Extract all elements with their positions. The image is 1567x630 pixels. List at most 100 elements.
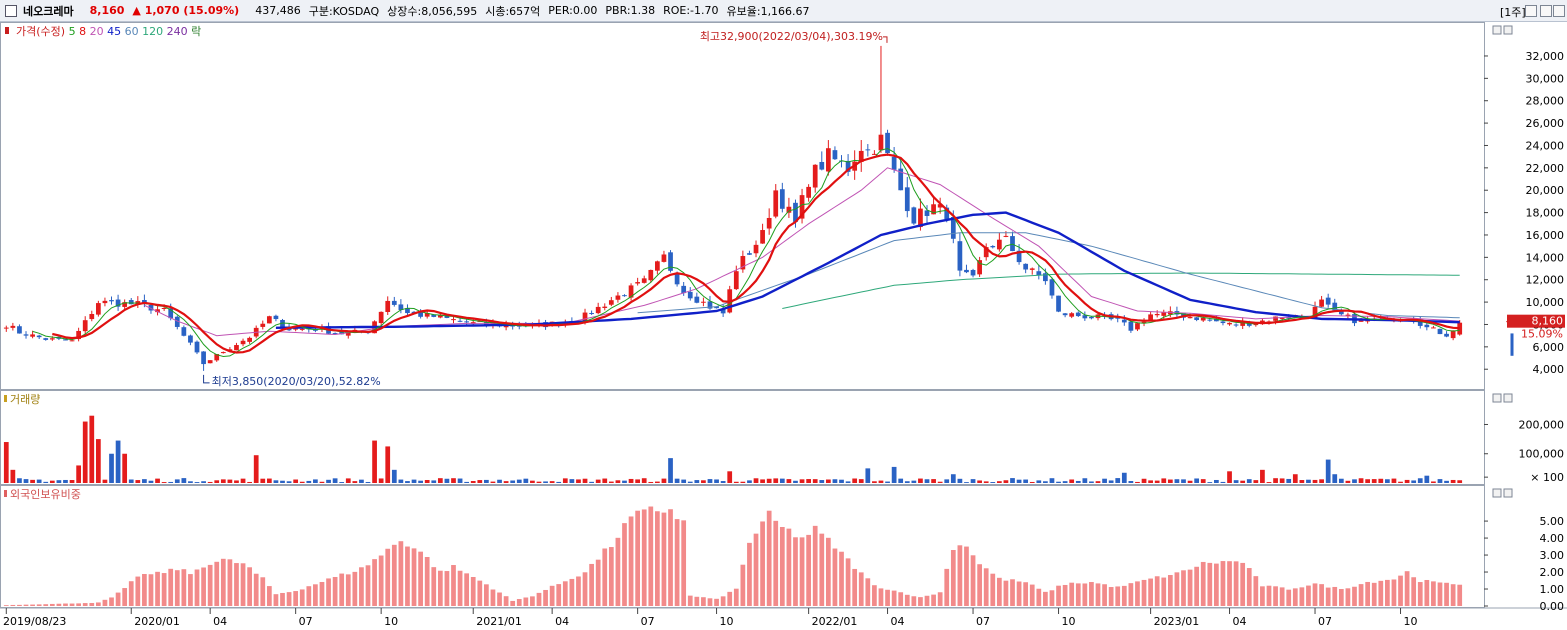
- foreign-bar: [944, 568, 950, 606]
- foreign-bar: [668, 509, 673, 606]
- foreign-bar: [996, 577, 1002, 606]
- foreign-bar: [595, 559, 601, 606]
- foreign-bar: [247, 567, 252, 606]
- price-tick-label: 14,000: [1526, 251, 1565, 264]
- candle-body: [635, 282, 641, 284]
- foreign-bar: [812, 525, 818, 606]
- volume-bar: [1029, 481, 1035, 483]
- candle-body: [174, 316, 180, 327]
- price-change: ▲ 1,070 (15.09%): [132, 4, 240, 17]
- foreign-bar: [286, 592, 292, 606]
- volume-bar: [1220, 481, 1226, 483]
- candle-body: [194, 341, 200, 353]
- close-icon[interactable]: [1553, 5, 1565, 17]
- foreign-bar: [339, 573, 345, 606]
- volume-bar: [63, 479, 68, 483]
- candle-body: [273, 315, 279, 320]
- volume-bar: [1089, 481, 1094, 483]
- candle-body: [201, 351, 206, 365]
- candle-body: [1312, 306, 1318, 319]
- volume-bar: [266, 478, 272, 483]
- foreign-bar: [766, 510, 772, 606]
- foreign-bar: [628, 516, 634, 606]
- foreign-bar: [1312, 583, 1318, 606]
- foreign-bar: [1135, 581, 1140, 606]
- volume-bar: [431, 480, 437, 483]
- candle-body: [36, 335, 42, 338]
- foreign-bar: [411, 548, 417, 606]
- foreign-bar: [1174, 572, 1180, 606]
- candle-body: [1036, 271, 1042, 276]
- volume-bar: [530, 480, 535, 483]
- legend-item: 가격(수정): [16, 25, 65, 38]
- candle-body: [1444, 333, 1449, 337]
- foreign-bar: [779, 527, 785, 606]
- candle-body: [931, 204, 936, 215]
- restore-icon[interactable]: [1525, 5, 1537, 17]
- foreign-bar: [977, 564, 982, 606]
- foreign-bar: [589, 563, 594, 606]
- volume-panel-maximize-icon[interactable]: [1503, 393, 1513, 403]
- volume-bar: [1404, 479, 1410, 483]
- listed-shares: 상장수:8,056,595: [387, 4, 478, 18]
- volume-bar: [484, 479, 489, 483]
- current-price-label: 8,160: [1532, 315, 1564, 328]
- candle-body: [668, 252, 673, 271]
- candle-body: [69, 340, 75, 342]
- candle-body: [799, 195, 805, 219]
- foreign-bar: [102, 599, 108, 606]
- foreign-bar: [1246, 568, 1252, 606]
- foreign-bar: [484, 584, 489, 606]
- candle-body: [451, 319, 456, 321]
- foreign-bar: [740, 564, 746, 606]
- foreign-bar: [43, 604, 49, 606]
- candle-body: [1286, 317, 1292, 319]
- foreign-tick-label: 1.00: [1540, 583, 1565, 596]
- volume-bar: [69, 480, 75, 483]
- volume-bar: [1095, 481, 1101, 483]
- candle-body: [63, 339, 68, 341]
- candle-body: [95, 303, 101, 315]
- foreign-bar: [1194, 566, 1200, 606]
- volume-bar: [398, 479, 404, 483]
- foreign-panel-minimize-icon[interactable]: [1492, 488, 1502, 498]
- candle-body: [911, 207, 917, 224]
- volume-bar: [799, 479, 805, 483]
- stock-chart[interactable]: 32,000 30,000 28,000 26,000 24,000 22,000 20,0…: [0, 22, 1567, 630]
- volume-bar: [1260, 469, 1265, 483]
- foreign-bar: [1411, 577, 1417, 606]
- candle-body: [582, 312, 588, 323]
- foreign-bar: [345, 574, 351, 606]
- volume-bar: [865, 468, 871, 483]
- candle-body: [885, 132, 890, 154]
- candle-body: [983, 247, 989, 258]
- volume-bar: [253, 455, 259, 483]
- foreign-bar: [852, 568, 858, 606]
- volume-panel-minimize-icon[interactable]: [1492, 393, 1502, 403]
- volume-bar: [839, 479, 844, 483]
- candle-body: [1233, 324, 1239, 326]
- volume-bar: [1023, 479, 1029, 483]
- volume-bar: [931, 479, 936, 483]
- foreign-bar: [655, 511, 660, 606]
- candle-body: [950, 217, 956, 239]
- foreign-bar: [63, 603, 68, 606]
- volume-bar: [1056, 481, 1061, 483]
- candle-body: [714, 306, 719, 309]
- volume-bar: [43, 481, 49, 483]
- foreign-bar: [1062, 584, 1068, 606]
- maximize-icon[interactable]: [1540, 5, 1552, 17]
- volume-bar: [1207, 482, 1213, 483]
- volume-bar: [983, 481, 989, 483]
- volume-bar: [411, 479, 417, 483]
- foreign-panel-maximize-icon[interactable]: [1503, 488, 1513, 498]
- price-panel-maximize-icon[interactable]: [1503, 25, 1513, 35]
- period-selector[interactable]: [1주]: [1500, 6, 1526, 19]
- price-panel-minimize-icon[interactable]: [1492, 25, 1502, 35]
- legend-item: 120: [139, 25, 164, 38]
- volume-bar: [280, 480, 285, 483]
- candle-body: [148, 304, 154, 311]
- volume-bar: [832, 479, 838, 483]
- candle-body: [1128, 321, 1134, 331]
- select-checkbox[interactable]: [5, 4, 17, 17]
